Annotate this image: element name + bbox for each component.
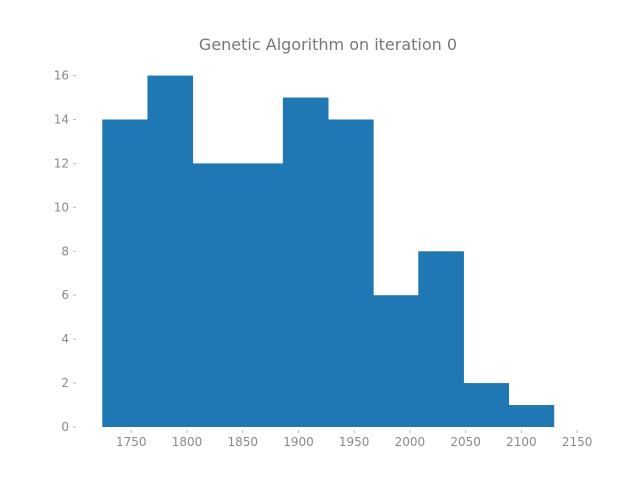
y-axis: 0 2 4 6 8 10 12 14 16 [54, 69, 76, 434]
x-tick-label: 1800 [172, 435, 203, 449]
y-tick-label: 0 [61, 420, 69, 434]
y-tick-label: 10 [54, 200, 69, 214]
histogram-bar [102, 119, 148, 427]
y-tick-label: 6 [61, 288, 69, 302]
x-tick-label: 1750 [116, 435, 147, 449]
y-tick-label: 12 [54, 156, 69, 170]
histogram-bar [373, 295, 419, 427]
y-tick-label: 8 [61, 244, 69, 258]
x-tick-label: 1950 [339, 435, 370, 449]
y-tick-label: 4 [61, 332, 69, 346]
chart-title: Genetic Algorithm on iteration 0 [199, 35, 457, 54]
x-tick-label: 2100 [506, 435, 537, 449]
y-tick-label: 14 [54, 113, 69, 127]
y-tick-label: 16 [54, 69, 69, 83]
bars-group [102, 75, 555, 428]
histogram-bar [328, 119, 374, 427]
histogram-bar [508, 405, 555, 427]
histogram-bar [418, 251, 464, 427]
x-tick-label: 1850 [227, 435, 258, 449]
y-tick-label: 2 [61, 376, 69, 390]
histogram-bar [192, 163, 239, 427]
x-tick-label: 2150 [562, 435, 593, 449]
histogram-bar [237, 163, 284, 427]
x-tick-label: 1900 [283, 435, 314, 449]
x-axis: 1750 1800 1850 1900 1950 2000 2050 2100 2150 [116, 430, 592, 449]
histogram-bar [147, 75, 194, 428]
histogram-bar [463, 383, 510, 427]
x-tick-label: 2050 [450, 435, 481, 449]
histogram-bar [282, 97, 329, 428]
x-tick-label: 2000 [395, 435, 426, 449]
